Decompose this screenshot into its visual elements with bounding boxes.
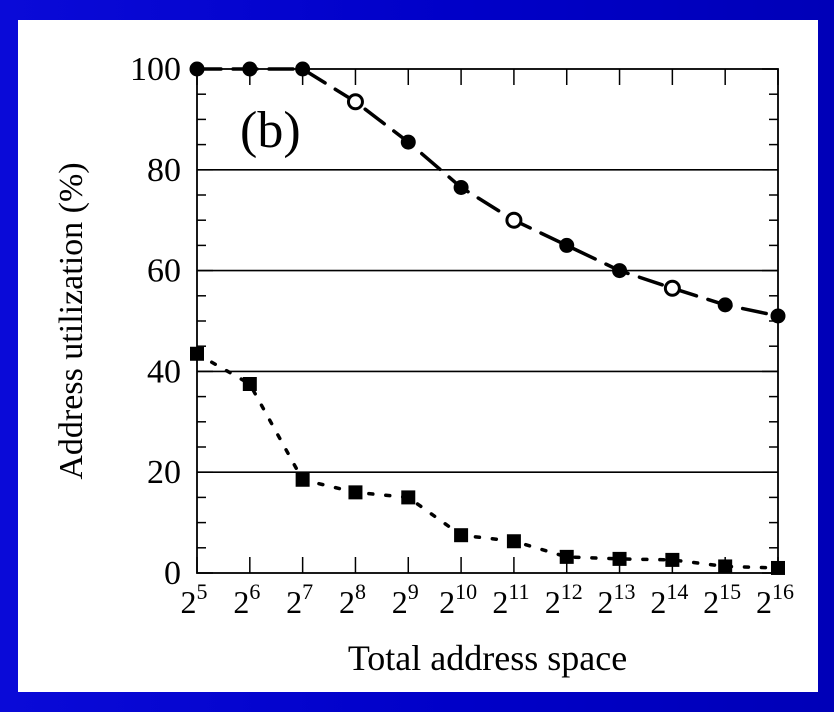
series-0-point-9 <box>663 279 681 297</box>
x-tick-label-8: 213 <box>598 579 636 620</box>
series-0-point-5 <box>453 179 469 195</box>
y-tick-label-20: 20 <box>147 454 181 491</box>
series-1-point-8 <box>612 551 627 566</box>
series-0-point-4 <box>400 134 416 150</box>
series-1-point-5 <box>454 528 469 543</box>
y-tick-label-40: 40 <box>147 353 181 390</box>
y-tick-label-80: 80 <box>147 152 181 189</box>
series-1-point-1 <box>242 377 257 391</box>
series-1-point-4 <box>401 490 416 505</box>
series-0-point-3 <box>346 93 364 111</box>
series-1-point-3 <box>348 485 363 500</box>
series-1-point-6 <box>506 534 521 549</box>
x-tick-label-7: 212 <box>545 579 583 620</box>
series-0-point-8 <box>612 263 628 279</box>
x-axis-label: Total address space <box>348 638 627 678</box>
x-tick-label-11: 216 <box>756 579 794 620</box>
y-tick-label-0: 0 <box>164 555 181 592</box>
x-tick-label-6: 211 <box>492 579 529 620</box>
series-1-point-9 <box>665 552 680 567</box>
figure-panel: 0 20 40 60 80 100 25 26 27 28 29 210 211 212 213 214 215… <box>18 20 818 692</box>
series-0-point-1 <box>242 61 258 77</box>
x-tick-label-4: 29 <box>392 579 419 620</box>
series-0-line <box>195 67 780 318</box>
series-1-point-0 <box>190 346 204 361</box>
x-tick-label-9: 214 <box>650 579 688 620</box>
y-tick-label-60: 60 <box>147 253 181 290</box>
series-0-point-6 <box>505 211 523 229</box>
x-tick-label-5: 210 <box>439 579 477 620</box>
x-tick-label-2: 27 <box>286 579 313 620</box>
x-tick-label-0: 25 <box>181 579 208 620</box>
address-utilization-chart: 0 20 40 60 80 100 25 26 27 28 29 210 211 212 213 214 215… <box>53 51 794 678</box>
series-0-point-11 <box>770 308 786 324</box>
series-0-point-2 <box>295 61 311 77</box>
y-axis-label: Address utilization (%) <box>53 162 90 479</box>
x-tick-label-10: 215 <box>703 579 741 620</box>
series-0-point-0 <box>189 61 205 77</box>
series-1-point-7 <box>559 549 574 564</box>
x-tick-label-1: 26 <box>233 579 260 620</box>
series-1-point-10 <box>718 559 733 574</box>
series-1-line <box>195 352 780 570</box>
series-0-point-10 <box>717 297 733 313</box>
x-tick-label-3: 28 <box>339 579 366 620</box>
series-0-point-7 <box>559 237 575 253</box>
series-1-point-2 <box>295 472 310 487</box>
panel-label: (b) <box>240 102 301 159</box>
y-tick-label-100: 100 <box>130 51 181 88</box>
series-1-point-11 <box>771 560 785 575</box>
